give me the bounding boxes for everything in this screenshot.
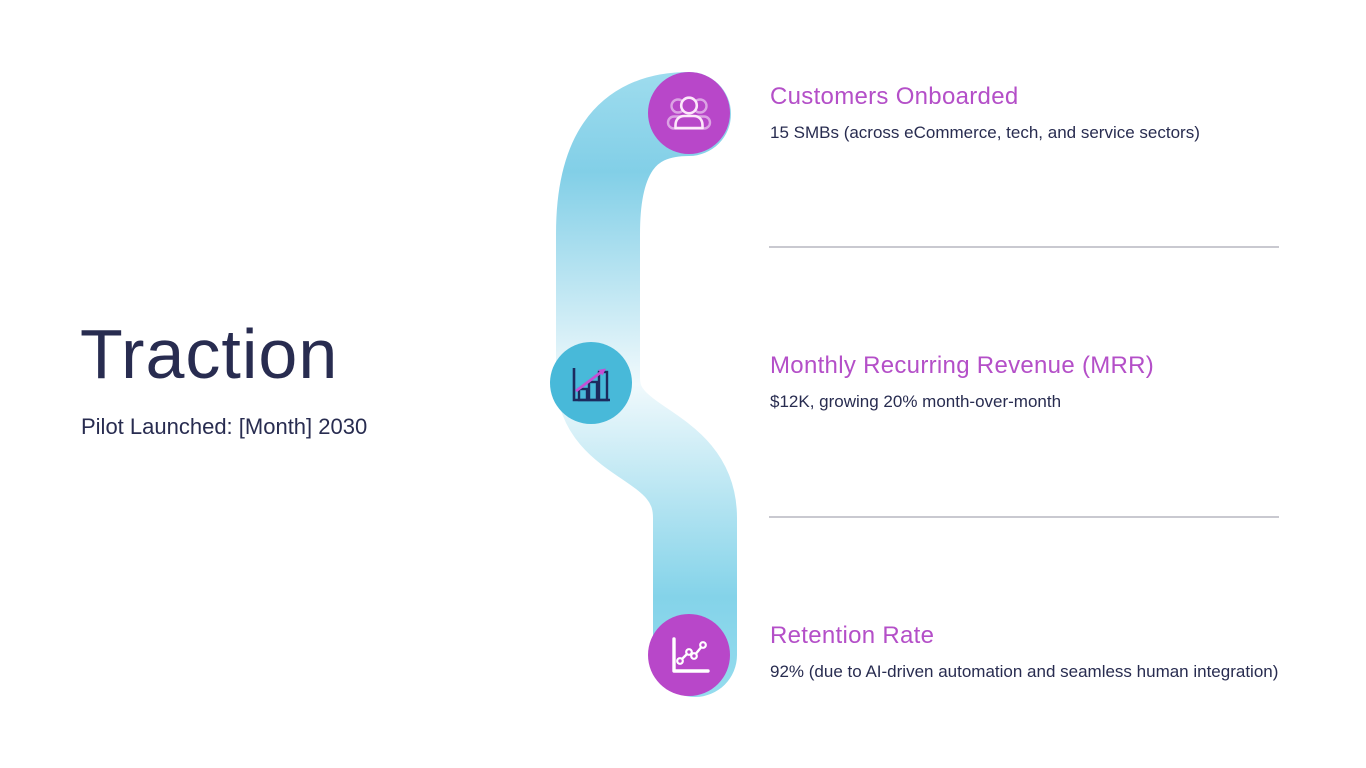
section-divider	[769, 516, 1279, 518]
item-heading: Customers Onboarded	[770, 83, 1019, 110]
step-circle-mrr	[550, 342, 632, 424]
item-description: $12K, growing 20% month-over-month	[770, 392, 1062, 411]
page-title: Traction	[80, 315, 339, 393]
item-heading: Retention Rate	[770, 622, 935, 649]
timeline-item-mrr: Monthly Recurring Revenue (MRR) $12K, gr…	[770, 351, 1330, 413]
section-divider	[769, 246, 1279, 248]
step-circle-customers	[648, 72, 730, 154]
item-description: 92% (due to AI-driven automation and sea…	[770, 662, 1279, 681]
step-circle-retention	[648, 614, 730, 696]
line-chart-icon	[672, 637, 710, 673]
users-icon	[666, 96, 712, 130]
timeline-item-retention: Retention Rate 92% (due to AI-driven aut…	[770, 621, 1330, 683]
timeline-item-customers: Customers Onboarded 15 SMBs (across eCom…	[770, 82, 1330, 144]
item-heading: Monthly Recurring Revenue (MRR)	[770, 352, 1155, 379]
bar-chart-icon	[572, 368, 610, 402]
slide-subtitle: Pilot Launched: [Month] 2030	[81, 414, 368, 439]
item-description: 15 SMBs (across eCommerce, tech, and ser…	[770, 123, 1200, 142]
